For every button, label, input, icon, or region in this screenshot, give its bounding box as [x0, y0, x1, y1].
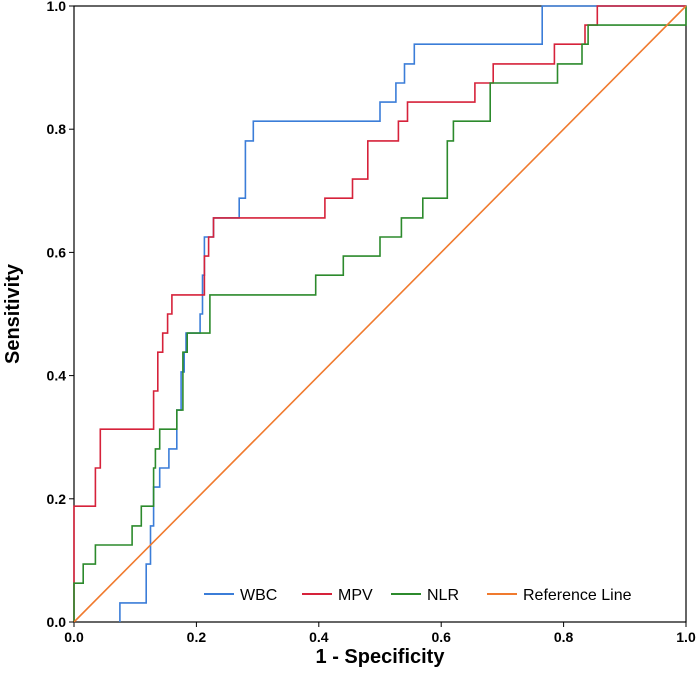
- x-tick-label: 0.4: [309, 629, 329, 645]
- x-axis-ticks: 0.0 0.2 0.4 0.6 0.8 1.0: [64, 622, 696, 645]
- x-tick-label: 0.8: [554, 629, 574, 645]
- y-axis-title: Sensitivity: [2, 263, 24, 364]
- x-tick-label: 0.6: [431, 629, 451, 645]
- y-tick-label: 0.4: [47, 368, 67, 384]
- series-line-reference-line: [73, 5, 687, 623]
- x-tick-label: 1.0: [676, 629, 696, 645]
- x-tick-label: 0.2: [187, 629, 207, 645]
- x-tick-label: 0.0: [64, 629, 84, 645]
- legend-label-reference-line: Reference Line: [523, 587, 632, 604]
- y-tick-label: 1.0: [47, 0, 67, 14]
- series-line-wbc: [119, 5, 686, 622]
- y-tick-label: 0.8: [47, 121, 67, 137]
- series-line-mpv: [73, 5, 686, 622]
- legend-label-wbc: WBC: [240, 587, 277, 604]
- y-axis-ticks: 0.0 0.2 0.4 0.6 0.8 1.0: [47, 0, 74, 630]
- y-tick-label: 0.2: [47, 491, 67, 507]
- series-line-nlr: [73, 6, 687, 622]
- plot-frame: [73, 5, 687, 623]
- x-axis-title: 1 - Specificity: [316, 646, 446, 668]
- y-tick-label: 0.6: [47, 244, 67, 260]
- legend-label-nlr: NLR: [427, 587, 459, 604]
- legend: WBC MPV NLR Reference Line: [204, 587, 632, 604]
- y-tick-label: 0.0: [47, 614, 67, 630]
- legend-label-mpv: MPV: [338, 587, 373, 604]
- curves: [73, 5, 687, 623]
